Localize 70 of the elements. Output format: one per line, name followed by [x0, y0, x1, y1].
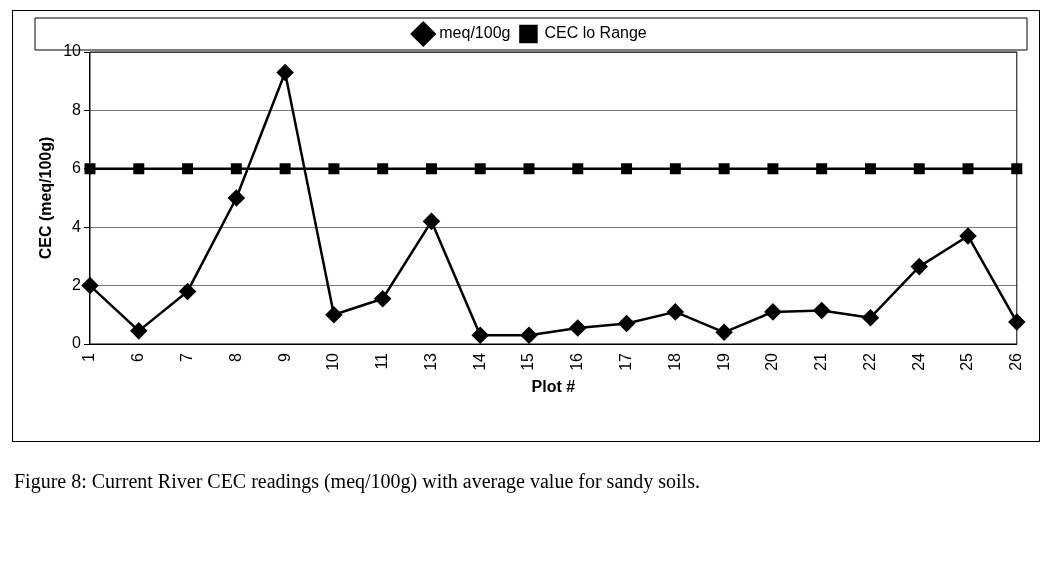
x-tick-label: 13 [421, 352, 439, 371]
x-tick-label: 10 [324, 352, 342, 371]
y-tick-label: 10 [63, 42, 82, 60]
point [276, 64, 294, 81]
x-tick-label: 7 [177, 352, 195, 362]
point [182, 163, 194, 175]
x-tick-label: 9 [275, 352, 293, 362]
point [130, 322, 148, 340]
point [569, 319, 587, 337]
point [910, 258, 928, 275]
x-tick-label: 20 [763, 352, 781, 371]
point [959, 227, 977, 245]
x-tick-label: 21 [812, 352, 830, 371]
y-tick-label: 6 [72, 159, 82, 177]
point [1008, 313, 1026, 331]
x-axis-title: Plot # [531, 377, 576, 395]
point [667, 303, 684, 321]
point [81, 277, 99, 294]
x-tick-label: 24 [909, 352, 927, 371]
point [325, 306, 343, 324]
point [813, 302, 830, 319]
point [864, 163, 876, 175]
y-tick-label: 0 [72, 334, 82, 352]
point [520, 326, 538, 344]
y-tick-label: 2 [72, 276, 82, 294]
point [715, 324, 733, 341]
point [618, 315, 635, 332]
x-tick-label: 15 [519, 352, 537, 371]
y-tick-label: 4 [72, 217, 82, 235]
point [523, 163, 535, 175]
point [718, 163, 730, 175]
point [423, 213, 440, 230]
x-tick-label: 8 [226, 352, 244, 362]
x-tick-label: 11 [373, 352, 391, 370]
point [471, 326, 489, 344]
legend-label: meq/100g [439, 24, 511, 42]
point [230, 163, 242, 175]
legend-label: CEC lo Range [544, 24, 647, 42]
point [669, 163, 681, 175]
x-tick-label: 16 [568, 352, 586, 371]
x-tick-label: 26 [1007, 352, 1025, 371]
point [377, 163, 389, 175]
x-tick-label: 6 [129, 352, 147, 362]
point [1011, 163, 1023, 175]
caption: Figure 8: Current River CEC readings (meq/100g) with average value for sandy soils. [14, 470, 700, 493]
point [133, 163, 145, 175]
point [279, 163, 291, 175]
point [767, 163, 779, 175]
point [179, 283, 196, 300]
x-tick-label: 17 [616, 352, 634, 371]
x-tick-label: 22 [860, 352, 878, 371]
x-tick-label: 25 [958, 352, 976, 371]
x-tick-label: 1 [80, 352, 98, 362]
point [474, 163, 486, 175]
point [425, 163, 437, 175]
point [374, 290, 391, 307]
point [816, 163, 828, 175]
point [962, 163, 974, 175]
x-tick-label: 18 [665, 352, 683, 371]
point [572, 163, 584, 175]
x-tick-label: 19 [714, 352, 732, 371]
point [328, 163, 340, 175]
point [228, 189, 245, 207]
point [764, 303, 782, 321]
point [913, 163, 925, 175]
y-tick-label: 8 [72, 100, 82, 118]
y-axis-title: CEC (meq/100g) [37, 136, 55, 260]
point [621, 163, 633, 175]
x-tick-label: 14 [470, 352, 488, 371]
point [862, 309, 879, 326]
